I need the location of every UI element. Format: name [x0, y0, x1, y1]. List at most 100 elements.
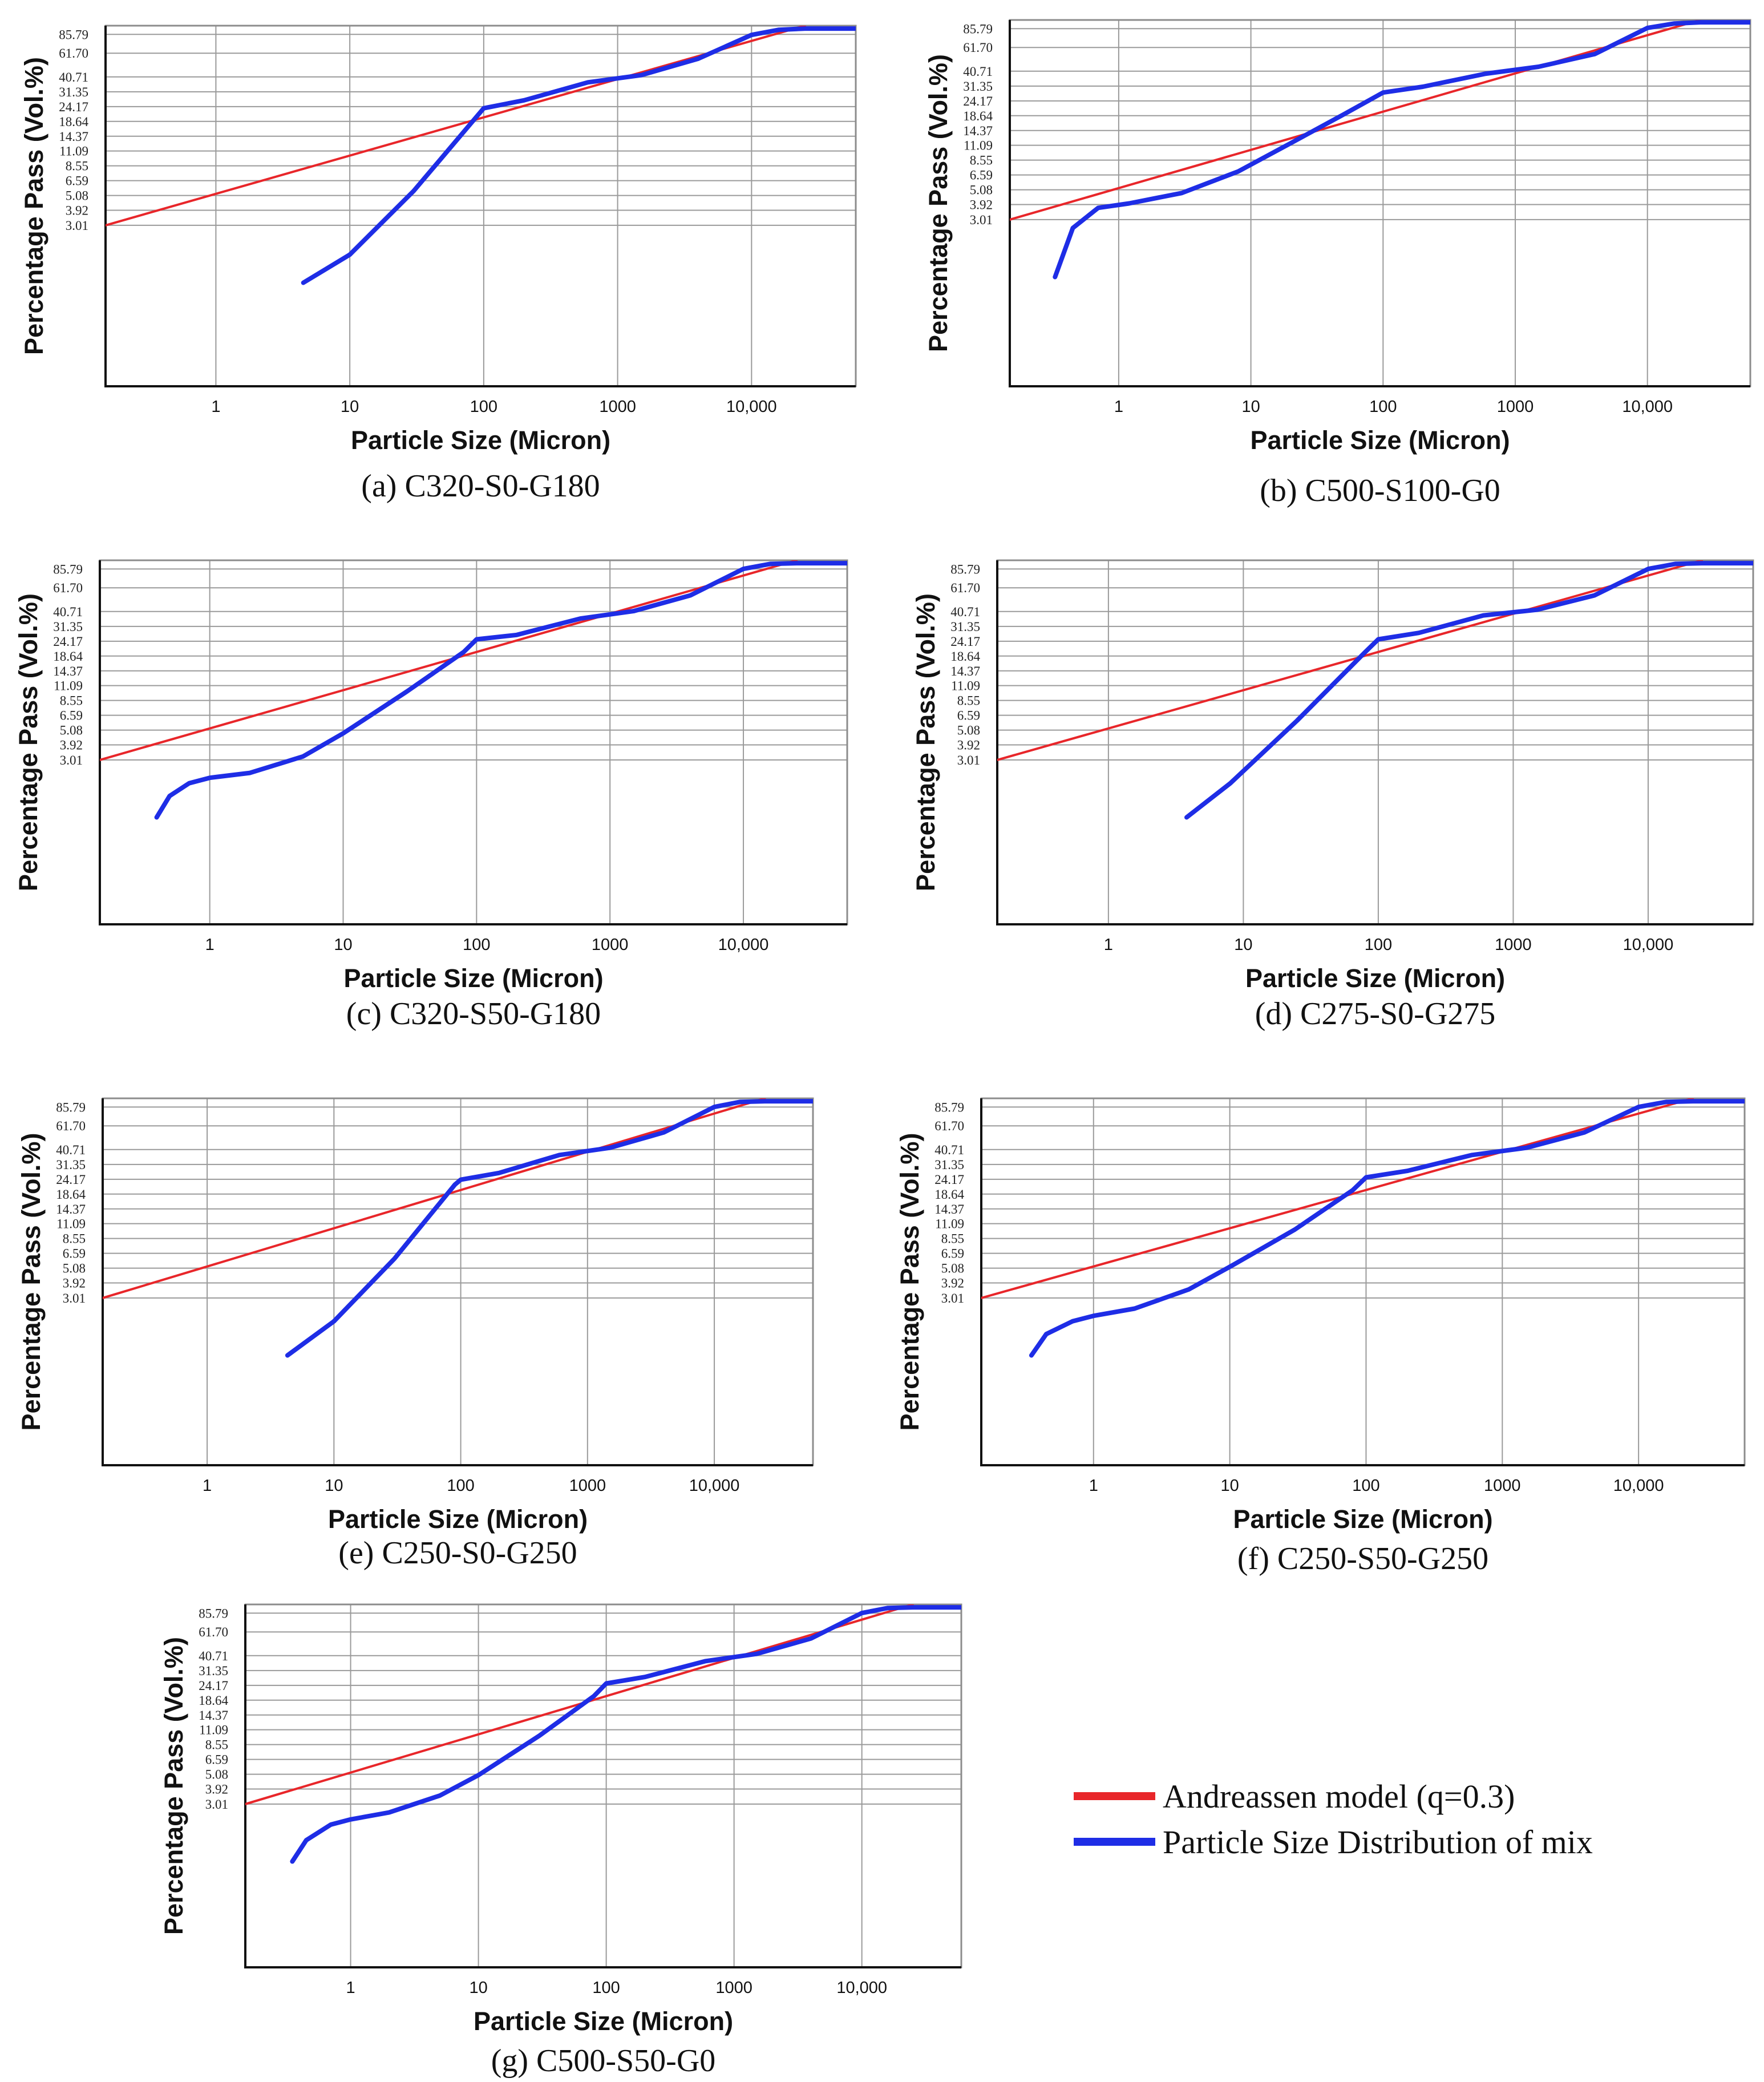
y-tick-label: 40.71	[950, 605, 980, 619]
y-tick-label: 24.17	[199, 1679, 228, 1693]
y-tick-label: 11.09	[964, 139, 993, 153]
legend: Andreassen model (q=0.3) Particle Size Di…	[1074, 1778, 1593, 1861]
y-tick-label: 11.09	[199, 1723, 228, 1737]
x-tick-label: 1000	[1497, 398, 1534, 416]
chart-panel-g: 1 10 100 1000 10,000 85.79 61.70 40.7131.3524.1…	[159, 1603, 962, 2079]
y-tick-label: 8.55	[205, 1738, 228, 1752]
x-axis-label: Particle Size (Micron)	[343, 964, 603, 993]
andreassen-model-line	[103, 1098, 766, 1299]
x-tick-label: 1000	[599, 398, 636, 416]
x-tick-label: 1	[211, 398, 220, 416]
y-tick-label: 14.37	[934, 1202, 964, 1216]
y-tick-label: 85.79	[53, 562, 83, 576]
y-tick-label: 40.71	[934, 1143, 964, 1157]
y-tick-label: 40.71	[59, 70, 88, 84]
y-axis-label: Percentage Pass (Vol.%)	[911, 593, 940, 891]
y-tick-label: 18.64	[199, 1693, 228, 1708]
y-tick-label: 24.17	[56, 1173, 86, 1187]
y-tick-label: 8.55	[60, 694, 83, 708]
y-tick-label: 18.64	[53, 649, 83, 664]
plot-area	[981, 1098, 1745, 1465]
y-axis-label: Percentage Pass (Vol.%)	[895, 1133, 924, 1431]
plot-area	[100, 560, 847, 924]
x-tick-label: 100	[1352, 1477, 1379, 1495]
chart-panel-f: 1 10 100 1000 10,000 85.79 61.70 40.7131.3524.1…	[895, 1097, 1746, 1576]
x-axis-label: Particle Size (Micron)	[351, 426, 610, 455]
x-tick-label: 1	[1104, 936, 1113, 954]
x-tick-label: 10	[1234, 936, 1252, 954]
y-tick-label: 24.17	[934, 1173, 964, 1187]
x-tick-label: 10,000	[1623, 936, 1674, 954]
psd-mix-line	[1053, 20, 1750, 280]
y-tick-label: 40.71	[199, 1649, 228, 1663]
y-tick-label: 18.64	[56, 1187, 86, 1202]
psd-mix-line	[1184, 561, 1753, 820]
y-tick-label: 61.70	[56, 1119, 86, 1133]
axes	[104, 26, 856, 387]
y-axis-label: Percentage Pass (Vol.%)	[17, 1133, 46, 1431]
y-tick-label: 3.92	[941, 1276, 964, 1291]
andreassen-model-line	[106, 26, 806, 227]
y-axis-label: Percentage Pass (Vol.%)	[19, 57, 48, 355]
x-tick-label: 10,000	[836, 1979, 887, 1997]
y-tick-label: 6.59	[941, 1247, 964, 1261]
x-axis-label: Particle Size (Micron)	[474, 2007, 733, 2036]
x-tick-label: 100	[463, 936, 490, 954]
axes	[1009, 20, 1750, 387]
panel-caption: (c) C320-S50-G180	[346, 996, 601, 1032]
x-tick-label: 1	[346, 1979, 355, 1997]
x-tick-label: 10,000	[1613, 1477, 1664, 1495]
x-tick-label: 10	[341, 398, 359, 416]
chart-panel-e: 1 10 100 1000 10,000 85.79 61.70 40.7131.3524.1…	[17, 1097, 814, 1571]
y-tick-label: 8.55	[970, 153, 993, 168]
panel-caption: (b) C500-S100-G0	[1260, 473, 1500, 508]
y-tick-label: 11.09	[56, 1217, 86, 1231]
y-tick-label: 61.70	[963, 41, 993, 55]
x-tick-label: 1	[1114, 398, 1123, 416]
x-tick-label: 100	[1365, 936, 1392, 954]
x-tick-label: 1000	[1495, 936, 1532, 954]
legend-label: Andreassen model (q=0.3)	[1163, 1778, 1515, 1815]
y-tick-label: 40.71	[56, 1143, 86, 1157]
y-tick-label: 24.17	[963, 94, 993, 108]
y-tick-label: 85.79	[59, 27, 88, 42]
axes	[996, 560, 1753, 925]
psd-mix-line	[1029, 1099, 1745, 1358]
y-tick-label: 3.92	[60, 738, 83, 753]
x-tick-label: 10,000	[726, 398, 777, 416]
x-tick-label: 1000	[715, 1979, 752, 1997]
x-tick-label: 10	[1220, 1477, 1239, 1495]
chart-panel-b: 1 10 100 1000 10,000 85.79 61.70 40.7131.3524.1…	[924, 19, 1751, 508]
y-tick-label: 24.17	[950, 634, 980, 649]
y-tick-label: 24.17	[53, 634, 83, 649]
y-tick-label: 6.59	[970, 168, 993, 183]
plot-area	[997, 560, 1753, 924]
y-tick-label: 61.70	[53, 581, 83, 595]
psd-mix-line	[290, 1605, 961, 1864]
x-tick-label: 1000	[1484, 1477, 1521, 1495]
x-tick-label: 100	[592, 1979, 620, 1997]
y-tick-label: 31.35	[56, 1158, 86, 1172]
legend-label: Particle Size Distribution of mix	[1163, 1824, 1593, 1861]
x-tick-label: 10	[1241, 398, 1260, 416]
y-tick-label: 61.70	[950, 581, 980, 595]
y-tick-label: 8.55	[66, 159, 88, 173]
x-tick-label: 100	[447, 1477, 474, 1495]
y-tick-label: 31.35	[199, 1664, 228, 1678]
y-tick-label: 6.59	[957, 709, 980, 723]
andreassen-model-line	[1010, 20, 1701, 221]
x-tick-label: 100	[1369, 398, 1397, 416]
y-tick-label: 14.37	[56, 1202, 86, 1216]
y-tick-label: 5.08	[63, 1262, 86, 1276]
y-tick-label: 85.79	[950, 562, 980, 576]
plot-area	[106, 26, 856, 386]
plot-area	[103, 1098, 813, 1465]
y-tick-label: 14.37	[59, 130, 88, 144]
y-tick-label: 5.08	[957, 723, 980, 738]
y-tick-label: 3.01	[205, 1797, 228, 1812]
y-tick-label: 3.01	[63, 1291, 86, 1305]
y-tick-label: 18.64	[934, 1187, 964, 1202]
psd-mix-line	[285, 1099, 813, 1358]
y-tick-label: 3.92	[970, 198, 993, 212]
